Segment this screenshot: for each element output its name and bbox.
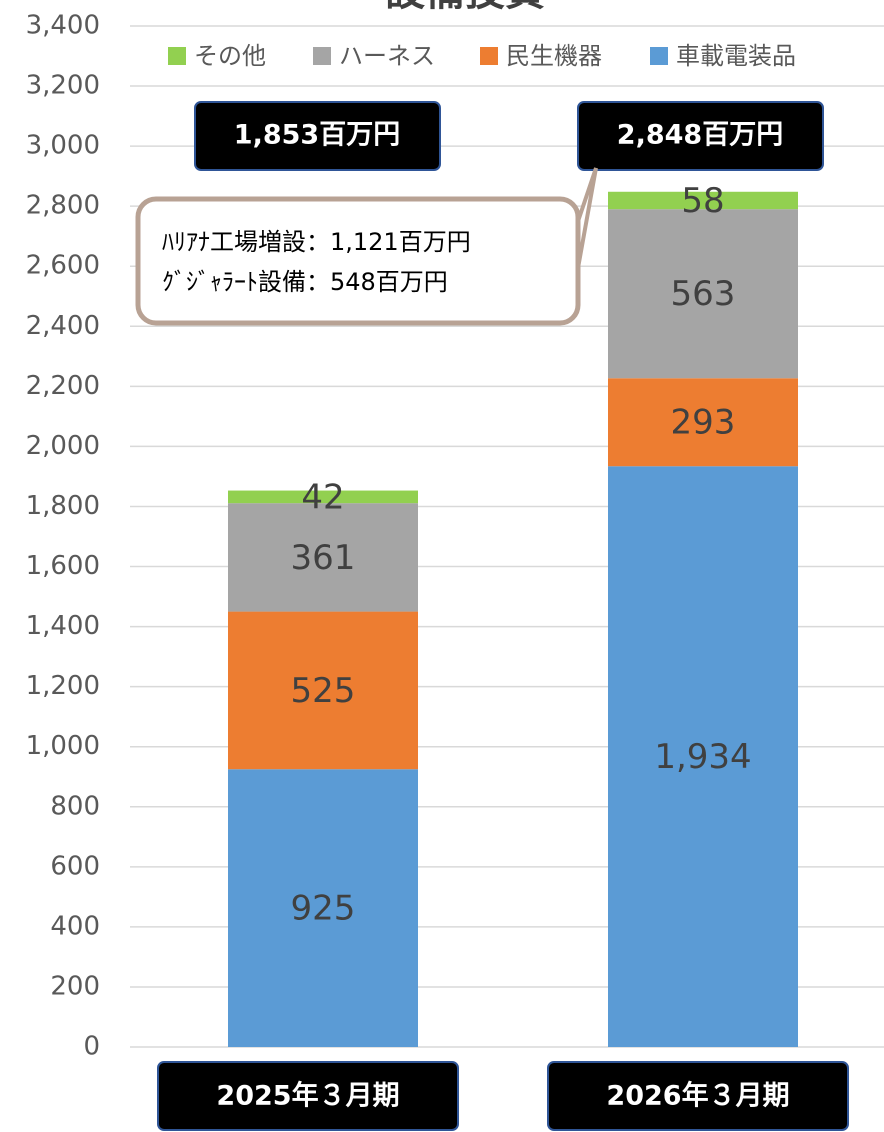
data-label: 293 [671,403,736,443]
legend-swatch [168,47,186,65]
y-tick-label: 1,000 [26,731,100,761]
bar-segment [228,611,418,770]
y-tick-label: 3,000 [26,131,100,161]
y-tick-label: 2,800 [26,191,100,221]
data-label: 361 [291,538,356,578]
bar-segment [228,769,418,1047]
y-tick-label: 2,000 [26,431,100,461]
bar-segment [608,191,798,210]
legend-label: 車載電装品 [676,42,796,70]
legend-swatch [313,47,331,65]
callout-box [135,196,581,326]
annotation: ﾊﾘｱﾅ工場増設：1,121百万円 [162,228,471,256]
data-label: 1,934 [654,737,751,777]
data-label: 42 [301,477,344,517]
data-label: 58 [681,181,724,221]
bar-segment [228,490,418,504]
y-tick-label: 3,400 [26,11,100,41]
bar-segment [608,378,798,467]
legend-swatch [650,47,668,65]
y-tick-label: 800 [50,791,100,821]
legend-label: その他 [194,42,266,70]
annotation: ｸﾞｼﾞｬﾗｰﾄ設備：548百万円 [162,268,448,296]
legend-label: 民生機器 [506,42,602,70]
data-label: 925 [291,889,356,929]
y-tick-label: 0 [83,1032,100,1062]
y-tick-label: 400 [50,911,100,941]
legend-swatch [480,47,498,65]
annotation: 1,853百万円 [234,120,400,151]
y-tick-label: 3,200 [26,71,100,101]
total-box [194,101,441,171]
bar-segment [228,503,418,612]
bar-segment [608,209,798,379]
data-label: 525 [291,671,356,711]
y-tick-label: 2,200 [26,371,100,401]
x-tick-label: 2026年３月期 [606,1080,789,1112]
legend-label: ハーネス [339,42,435,70]
x-tick-label: 2025年３月期 [216,1080,399,1112]
chart-title: 設備投資 [385,0,545,15]
y-tick-label: 2,600 [26,251,100,281]
y-tick-label: 1,800 [26,491,100,521]
y-tick-label: 600 [50,851,100,881]
category-box [547,1061,849,1131]
y-tick-label: 1,200 [26,671,100,701]
category-box [157,1061,459,1131]
y-tick-label: 1,400 [26,611,100,641]
bar-segment [608,466,798,1047]
data-label: 563 [671,274,736,314]
y-tick-label: 200 [50,971,100,1001]
y-tick-label: 2,400 [26,311,100,341]
y-tick-label: 1,600 [26,551,100,581]
total-box [577,101,824,171]
annotation: 2,848百万円 [617,120,783,151]
